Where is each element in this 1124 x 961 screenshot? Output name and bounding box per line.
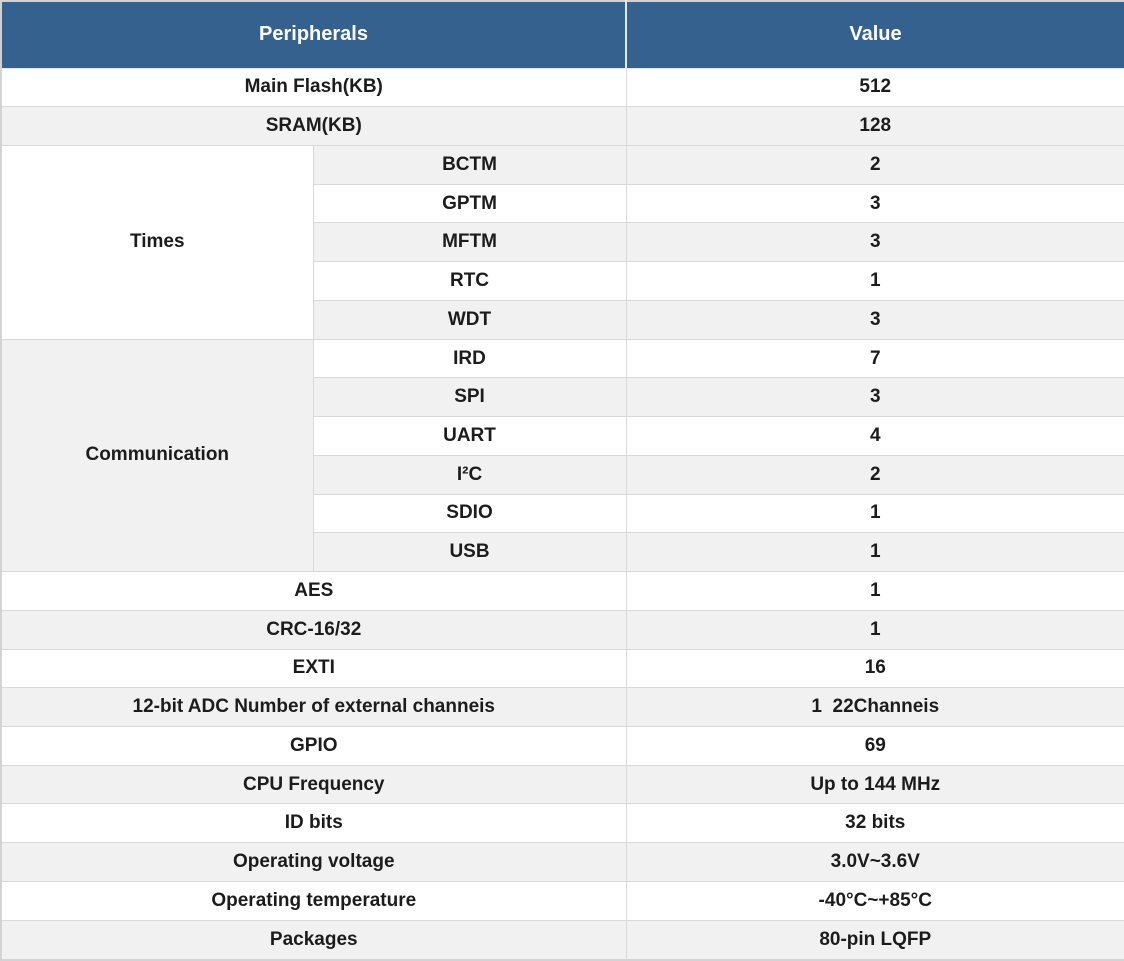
row-value: 1 [625,493,1124,534]
table-row: Main Flash(KB) 512 [0,67,1124,108]
table-row: USB 1 [1,532,1124,573]
table-row: SRAM(KB) 128 [0,106,1124,146]
row-label: SPI [312,377,627,418]
row-value: 3 [625,183,1124,224]
row-value: 1 22Channeis [625,687,1124,727]
column-header-peripherals: Peripherals [0,0,627,69]
row-label: GPTM [312,183,627,224]
row-value: 2 [625,144,1124,185]
row-value: 2 [625,454,1124,495]
table-row: SPI 3 [1,377,1124,418]
table-row: UART 4 [1,416,1124,456]
row-label: SDIO [312,493,627,534]
table-row: Operating temperature -40°C~+85°C [0,880,1124,921]
table-row: GPIO 69 [0,725,1124,766]
row-value: 80-pin LQFP [625,919,1124,961]
table-row: EXTI 16 [0,648,1124,689]
row-label: WDT [312,299,627,340]
row-label: I²C [312,454,627,495]
row-label: 12-bit ADC Number of external channeis [0,687,627,727]
row-label: MFTM [312,222,627,263]
row-label: BCTM [312,144,627,185]
row-label: UART [312,416,627,456]
row-label: Main Flash(KB) [0,67,627,108]
row-value: 3 [625,222,1124,263]
row-value: Up to 144 MHz [625,764,1124,805]
row-value: 128 [625,106,1124,146]
row-value: 32 bits [625,803,1124,844]
row-label: Operating voltage [0,842,627,882]
table-row: Packages 80-pin LQFP [0,919,1124,961]
row-value: 512 [625,67,1124,108]
row-value: 1 [625,261,1124,301]
row-label: Packages [0,919,627,961]
header-row: Peripherals Value [0,0,1124,69]
table-row: Operating voltage 3.0V~3.6V [0,842,1124,882]
row-label: SRAM(KB) [0,106,627,146]
table-row: WDT 3 [1,299,1124,340]
row-value: 1 [625,609,1124,650]
table-body: Main Flash(KB) 512 SRAM(KB) 128 Times BC… [0,67,1124,961]
row-value: 3 [625,299,1124,340]
row-value: 7 [625,338,1124,379]
table-row: Communication IRD 7 [0,338,1124,573]
row-value: 3 [625,377,1124,418]
table-row: Times BCTM 2 [0,144,1124,340]
table-row: CPU Frequency Up to 144 MHz [0,764,1124,805]
row-label: CPU Frequency [0,764,627,805]
row-label: RTC [312,261,627,301]
row-label: AES [0,571,627,611]
row-value: 3.0V~3.6V [625,842,1124,882]
row-label: ID bits [0,803,627,844]
table-row: CRC-16/32 1 [0,609,1124,650]
table-row: ID bits 32 bits [0,803,1124,844]
table-row: 12-bit ADC Number of external channeis 1… [0,687,1124,727]
row-label: USB [312,532,627,573]
row-value: 1 [625,532,1124,573]
group-cell-communication: Communication [0,338,314,573]
group-cell-times: Times [0,144,314,340]
column-header-value: Value [625,0,1124,69]
row-value: 69 [625,725,1124,766]
row-label: EXTI [0,648,627,689]
row-value: 4 [625,416,1124,456]
row-value: 16 [625,648,1124,689]
table-row: AES 1 [0,571,1124,611]
table-row: I²C 2 [1,454,1124,495]
table-header: Peripherals Value [0,0,1124,69]
row-label: GPIO [0,725,627,766]
row-label: Operating temperature [0,880,627,921]
table-row: SDIO 1 [1,493,1124,534]
row-label: IRD [312,338,627,379]
row-value: -40°C~+85°C [625,880,1124,921]
table-row: RTC 1 [1,261,1124,301]
row-value: 1 [625,571,1124,611]
row-label: CRC-16/32 [0,609,627,650]
